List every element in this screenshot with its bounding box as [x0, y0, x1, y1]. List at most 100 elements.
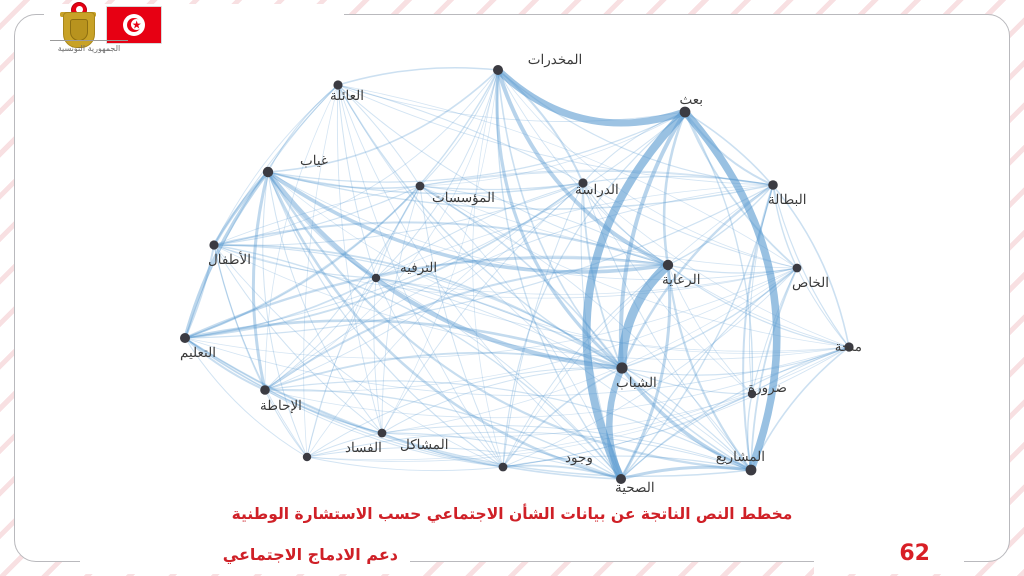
graph-edge [582, 111, 686, 184]
graph-edge [213, 244, 798, 299]
graph-edge [265, 169, 625, 371]
graph-node[interactable] [616, 474, 626, 484]
graph-edge [337, 84, 798, 269]
graph-edge [337, 84, 584, 184]
graph-node[interactable] [415, 181, 425, 191]
graph-edge [381, 267, 798, 434]
graph-node[interactable] [371, 273, 381, 283]
graph-node[interactable] [377, 428, 387, 438]
graph-node[interactable] [209, 240, 219, 250]
graph-node-label: الخاص [792, 275, 829, 291]
page-number: 62 [891, 541, 938, 566]
graph-edge [751, 346, 850, 395]
graph-node[interactable] [262, 166, 274, 178]
graph-edge [267, 171, 377, 279]
graph-node[interactable] [578, 178, 588, 188]
graph-edge [264, 389, 504, 468]
graph-edge [267, 171, 383, 434]
graph-edge [375, 185, 421, 279]
graph-node[interactable] [747, 389, 757, 399]
graph-node[interactable] [180, 333, 190, 343]
graph-node[interactable] [745, 464, 757, 476]
graph-node[interactable] [792, 263, 802, 273]
graph-edge [184, 84, 339, 339]
graph-edge [251, 170, 270, 392]
chart-caption: مخطط النص الناتجة عن بيانات الشأن الاجتم… [231, 505, 793, 523]
graph-edge [496, 69, 622, 480]
graph-edge [264, 380, 752, 471]
graph-edge [502, 182, 584, 468]
graph-edge [746, 393, 753, 471]
graph-edge [213, 244, 850, 360]
graph-node[interactable] [302, 452, 312, 462]
graph-edge [419, 185, 504, 468]
graph-edge [213, 84, 339, 246]
graph-edge [582, 182, 798, 269]
graph-edge [184, 337, 383, 434]
graph-edge [750, 346, 850, 471]
graph-edge [619, 263, 672, 481]
graph-edge [213, 244, 504, 468]
graph-edge [684, 111, 754, 395]
graph-edge [502, 455, 752, 471]
graph-edge [582, 108, 689, 483]
graph-node-label: الصحية [615, 480, 655, 496]
graph-node[interactable] [498, 462, 508, 472]
graph-node-label: المشاكل [400, 437, 448, 453]
graph-edge [213, 84, 339, 246]
graph-edge [213, 182, 584, 246]
graph-edge [381, 425, 752, 471]
graph-edge [667, 264, 850, 348]
graph-edge [419, 185, 622, 480]
graph-node[interactable] [260, 385, 270, 395]
graph-edge [184, 244, 215, 339]
graph-edge [620, 183, 775, 370]
graph-edge [751, 267, 798, 395]
graph-edge [213, 244, 266, 391]
graph-edge [184, 182, 584, 339]
graph-edge [337, 84, 774, 186]
graph-edge [582, 175, 774, 186]
graph-edge [419, 185, 669, 266]
graph-edge [582, 182, 850, 348]
graph-edge [213, 185, 421, 246]
graph-edge [213, 244, 308, 458]
graph-edge [375, 277, 752, 471]
graph-node[interactable] [844, 342, 854, 352]
graph-edge [262, 171, 308, 458]
graph-edge [213, 169, 774, 246]
graph-edge [684, 111, 798, 269]
graph-edge [502, 264, 669, 468]
graph-edge [772, 184, 798, 269]
graph-edge [375, 184, 774, 279]
graph-edge [306, 432, 383, 458]
graph-edge [606, 364, 626, 483]
graph-node[interactable] [679, 106, 691, 118]
graph-edge [267, 171, 504, 468]
graph-edge [337, 84, 669, 266]
graph-edge [375, 277, 850, 352]
graph-edge [620, 346, 850, 480]
graph-node[interactable] [333, 80, 343, 90]
graph-edge [184, 337, 622, 480]
tunisia-coat-of-arms-icon [60, 2, 96, 48]
graph-edge [212, 170, 270, 247]
graph-edge [667, 264, 753, 395]
graph-edge [267, 171, 798, 281]
graph-nodes-layer [180, 65, 854, 484]
graph-edge [266, 170, 670, 274]
slide-header: ★ الجمهورية التونسية [0, 0, 1024, 70]
graph-edge [419, 185, 752, 471]
graph-node[interactable] [616, 362, 628, 374]
graph-node[interactable] [662, 259, 674, 271]
graph-edge [375, 255, 669, 279]
graph-edge [266, 170, 623, 481]
graph-node-label: الرعاية [662, 272, 700, 288]
graph-node-label: بعث [679, 92, 703, 108]
graph-node[interactable] [493, 65, 503, 75]
graph-node-label: وجود [565, 450, 593, 466]
graph-edge [381, 367, 623, 434]
graph-edge [264, 267, 798, 392]
graph-node[interactable] [768, 180, 778, 190]
graph-edge [213, 221, 669, 266]
